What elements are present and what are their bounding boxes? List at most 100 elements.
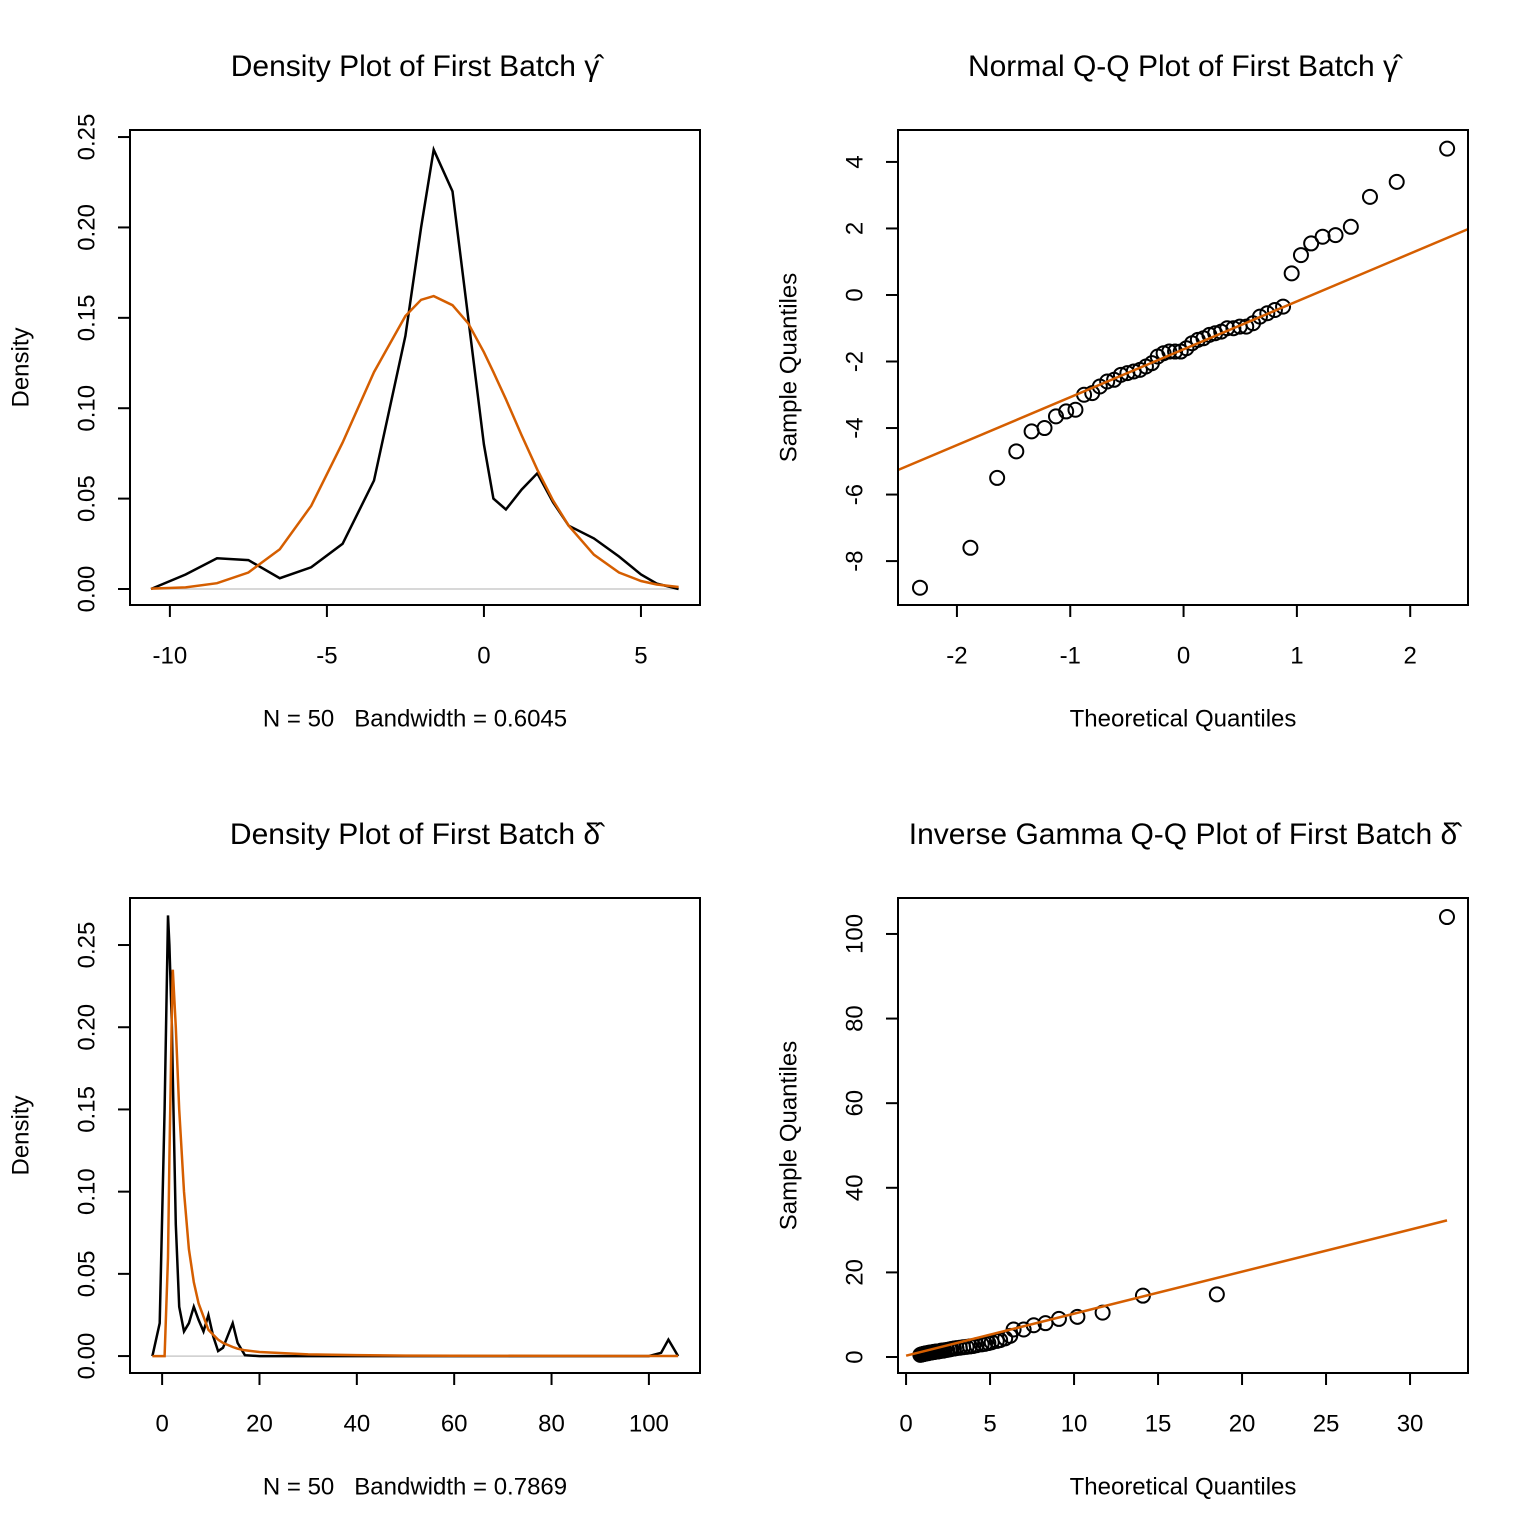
qq-point <box>1303 235 1320 252</box>
y-tick-label: 0.10 <box>73 1168 100 1215</box>
x-tick-label: 10 <box>1061 1410 1088 1437</box>
x-tick-label: 5 <box>983 1410 996 1437</box>
x-tick-label: 80 <box>538 1410 565 1437</box>
qq-point <box>1099 373 1116 390</box>
x-tick-label: 30 <box>1397 1410 1424 1437</box>
x-tick-label: -5 <box>316 642 337 669</box>
qq-point <box>1283 265 1300 282</box>
reference-line <box>905 1219 1448 1357</box>
x-tick-label: 60 <box>441 1410 468 1437</box>
chart-title: Density Plot of First Batch δ̂ <box>230 818 605 851</box>
y-tick-label: 0.25 <box>73 922 100 969</box>
qq-point <box>1275 298 1292 315</box>
reference-line <box>897 227 1469 472</box>
qq-point <box>1047 408 1064 425</box>
qq-point <box>1266 301 1283 318</box>
density-curve <box>151 915 680 1358</box>
y-tick-label: 20 <box>841 1259 868 1286</box>
qq-point <box>1208 1286 1225 1303</box>
x-tick-label: 0 <box>1177 642 1190 669</box>
qq-point <box>989 469 1006 486</box>
qq-point <box>1342 218 1359 235</box>
x-axis-label: Theoretical Quantiles <box>1070 705 1297 732</box>
qq-point <box>1314 228 1331 245</box>
qq-point <box>1388 173 1405 190</box>
qq-point <box>1292 247 1309 264</box>
qq-point <box>1361 188 1378 205</box>
y-axis-label: Sample Quantiles <box>775 1041 802 1230</box>
y-axis-label: Sample Quantiles <box>775 273 802 462</box>
y-tick-label: 100 <box>841 914 868 954</box>
x-tick-label: 20 <box>246 1410 273 1437</box>
x-axis-label: N = 50 Bandwidth = 0.6045 <box>263 705 567 732</box>
qq-point <box>1015 1321 1032 1338</box>
y-tick-label: 0.05 <box>73 475 100 522</box>
qq-point <box>1439 140 1456 157</box>
y-tick-label: 4 <box>841 155 868 168</box>
x-tick-label: 0 <box>477 642 490 669</box>
y-tick-label: 0.15 <box>73 1086 100 1133</box>
plot-box <box>897 129 1469 606</box>
y-tick-label: -8 <box>841 550 868 571</box>
x-tick-label: 100 <box>629 1410 669 1437</box>
x-tick-label: 20 <box>1229 1410 1256 1437</box>
y-tick-label: 0.25 <box>73 114 100 161</box>
x-tick-label: -10 <box>153 642 188 669</box>
qq-point <box>1067 401 1084 418</box>
qq-point <box>1251 308 1268 325</box>
y-tick-label: 0 <box>841 1350 868 1363</box>
qq-point <box>911 579 928 596</box>
x-tick-label: 5 <box>634 642 647 669</box>
density-curve <box>150 294 679 590</box>
y-tick-label: 0 <box>841 288 868 301</box>
x-axis-label: N = 50 Bandwidth = 0.7869 <box>263 1473 567 1500</box>
qq-point <box>1439 909 1456 926</box>
chart-title: Density Plot of First Batch γ̂ <box>231 50 604 83</box>
density-curve <box>150 145 679 591</box>
y-tick-label: 60 <box>841 1090 868 1117</box>
x-tick-label: 2 <box>1404 642 1417 669</box>
qq-point <box>1167 343 1184 360</box>
qq-point <box>1058 403 1075 420</box>
y-tick-label: 0.15 <box>73 294 100 341</box>
y-tick-label: 0.00 <box>73 566 100 613</box>
plot-box <box>129 129 701 606</box>
qq-point <box>1178 340 1195 357</box>
x-tick-label: 25 <box>1313 1410 1340 1437</box>
y-tick-label: 0.10 <box>73 385 100 432</box>
y-tick-label: 80 <box>841 1005 868 1032</box>
y-tick-label: 0.00 <box>73 1333 100 1380</box>
chart-title: Normal Q-Q Plot of First Batch γ̂ <box>968 50 1403 83</box>
x-tick-label: 0 <box>155 1410 168 1437</box>
y-tick-label: -6 <box>841 484 868 505</box>
qq-point <box>1036 420 1053 437</box>
x-tick-label: 0 <box>899 1410 912 1437</box>
y-axis-label: Density <box>7 1095 34 1175</box>
y-tick-label: 0.20 <box>73 204 100 251</box>
plot-box <box>897 897 1469 1374</box>
x-tick-label: 40 <box>343 1410 370 1437</box>
x-axis-label: Theoretical Quantiles <box>1070 1473 1297 1500</box>
y-tick-label: 0.05 <box>73 1250 100 1297</box>
density-curve <box>152 969 679 1358</box>
x-tick-label: 1 <box>1290 642 1303 669</box>
qq-point <box>1069 1308 1086 1325</box>
plot-box <box>129 897 701 1374</box>
y-tick-label: 0.20 <box>73 1004 100 1051</box>
y-tick-label: -2 <box>841 351 868 372</box>
qq-point <box>1259 305 1276 322</box>
qq-point <box>1008 443 1025 460</box>
chart-title: Inverse Gamma Q-Q Plot of First Batch δ̂ <box>909 818 1463 851</box>
y-tick-label: -4 <box>841 417 868 438</box>
y-tick-label: 2 <box>841 222 868 235</box>
x-tick-label: 15 <box>1145 1410 1172 1437</box>
y-tick-label: 40 <box>841 1174 868 1201</box>
qq-point <box>1327 227 1344 244</box>
x-tick-label: -1 <box>1060 642 1081 669</box>
qq-point <box>962 539 979 556</box>
y-axis-label: Density <box>7 327 34 407</box>
x-tick-label: -2 <box>946 642 967 669</box>
qq-point <box>1023 423 1040 440</box>
